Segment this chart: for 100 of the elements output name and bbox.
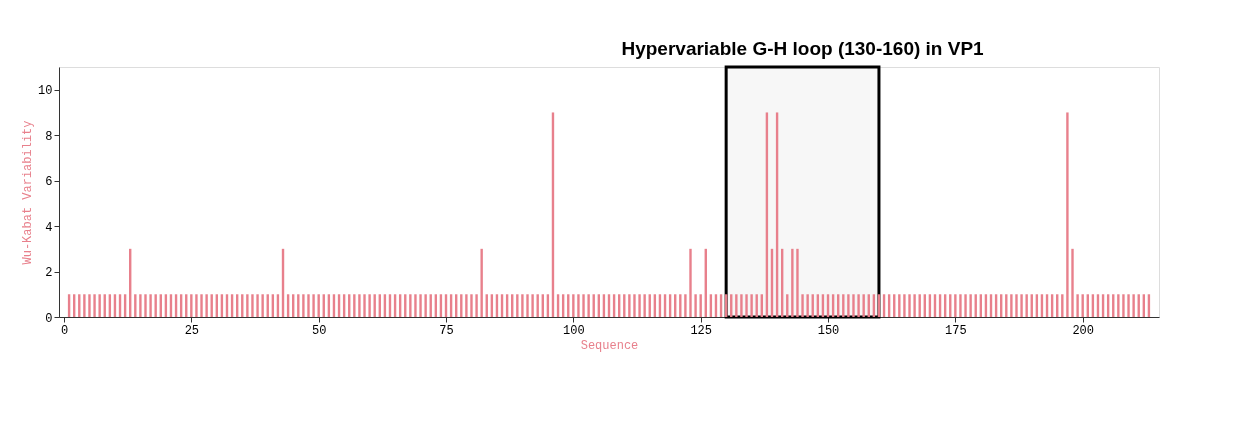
bar bbox=[480, 248, 483, 317]
bar bbox=[1076, 294, 1079, 317]
bar bbox=[261, 294, 264, 317]
bar bbox=[638, 294, 641, 317]
bar bbox=[312, 294, 315, 317]
bar bbox=[1071, 248, 1074, 317]
bar bbox=[969, 294, 972, 317]
bar bbox=[536, 294, 539, 317]
bar bbox=[368, 294, 371, 317]
y-axis-title: Wu-Kabat Variability bbox=[21, 120, 36, 265]
bar bbox=[1127, 294, 1130, 317]
bar bbox=[93, 294, 96, 317]
bar bbox=[954, 294, 957, 317]
bar bbox=[144, 294, 147, 317]
bar bbox=[643, 294, 646, 317]
bar bbox=[699, 294, 702, 317]
x-tick-label: 200 bbox=[1072, 323, 1094, 338]
x-tick-label: 150 bbox=[817, 323, 840, 338]
bar bbox=[1117, 294, 1120, 317]
bar bbox=[424, 294, 427, 317]
bar bbox=[847, 294, 850, 317]
bar bbox=[317, 294, 320, 317]
bar bbox=[1010, 294, 1013, 317]
x-tick-label: 100 bbox=[563, 323, 585, 338]
x-tick-label: 50 bbox=[311, 323, 327, 338]
bar bbox=[862, 294, 865, 317]
bar bbox=[572, 294, 575, 317]
bar bbox=[190, 294, 193, 317]
bar bbox=[353, 294, 356, 317]
bar bbox=[134, 294, 137, 317]
x-tick-label: 175 bbox=[945, 323, 967, 338]
bar bbox=[913, 294, 916, 317]
x-tick-label: 0 bbox=[60, 323, 69, 338]
bar bbox=[903, 294, 906, 317]
bar bbox=[689, 248, 692, 317]
bar bbox=[251, 294, 254, 317]
bar bbox=[740, 294, 743, 317]
bar bbox=[1015, 294, 1018, 317]
y-tick-label: 2 bbox=[45, 266, 53, 281]
bar bbox=[796, 248, 799, 317]
bar bbox=[806, 294, 809, 317]
y-tick-label: 6 bbox=[45, 175, 53, 190]
bar bbox=[470, 294, 473, 317]
x-tick-label: 25 bbox=[184, 323, 200, 338]
bar bbox=[139, 294, 142, 317]
bar bbox=[205, 294, 208, 317]
bar bbox=[358, 294, 361, 317]
bar bbox=[694, 294, 697, 317]
y-tick-label: 4 bbox=[45, 220, 53, 235]
bar bbox=[154, 294, 157, 317]
bar bbox=[908, 294, 911, 317]
x-tick-label: 75 bbox=[439, 323, 454, 338]
bar bbox=[582, 294, 585, 317]
bar bbox=[516, 294, 519, 317]
bar bbox=[531, 294, 534, 317]
bar bbox=[419, 294, 422, 317]
bar bbox=[302, 294, 305, 317]
bar bbox=[852, 294, 855, 317]
bar bbox=[83, 294, 86, 317]
bar bbox=[684, 294, 687, 317]
bar bbox=[88, 294, 91, 317]
bar bbox=[964, 294, 967, 317]
bar bbox=[1066, 112, 1069, 317]
bar bbox=[959, 294, 962, 317]
bar bbox=[857, 294, 860, 317]
bar bbox=[195, 294, 198, 317]
bar bbox=[735, 294, 738, 317]
bar bbox=[521, 294, 524, 317]
bar bbox=[1061, 294, 1064, 317]
bar bbox=[750, 294, 753, 317]
bar bbox=[898, 294, 901, 317]
bar bbox=[256, 294, 259, 317]
bar bbox=[587, 294, 590, 317]
bar bbox=[414, 294, 417, 317]
bar bbox=[526, 294, 529, 317]
bar bbox=[1132, 294, 1135, 317]
bar bbox=[1081, 294, 1084, 317]
bar bbox=[577, 294, 580, 317]
bar bbox=[307, 294, 310, 317]
bar bbox=[679, 294, 682, 317]
bar bbox=[475, 294, 478, 317]
band-label: Hypervariable G-H loop (130-160) in VP1 bbox=[621, 38, 985, 59]
bar bbox=[628, 294, 631, 317]
bar bbox=[633, 294, 636, 317]
bar bbox=[409, 294, 412, 317]
y-tick-label: 0 bbox=[45, 311, 53, 326]
bar bbox=[1020, 294, 1023, 317]
bar bbox=[791, 248, 794, 317]
x-axis-title: Sequence bbox=[580, 338, 639, 353]
y-tick-label: 10 bbox=[38, 84, 53, 99]
bar bbox=[200, 294, 203, 317]
bar bbox=[1025, 294, 1028, 317]
bar bbox=[801, 294, 804, 317]
bar bbox=[246, 294, 249, 317]
bar bbox=[745, 294, 748, 317]
x-tick-label: 125 bbox=[690, 323, 712, 338]
bar bbox=[149, 294, 152, 317]
bar bbox=[363, 294, 366, 317]
y-tick-label: 8 bbox=[45, 129, 53, 144]
bar bbox=[1122, 294, 1125, 317]
